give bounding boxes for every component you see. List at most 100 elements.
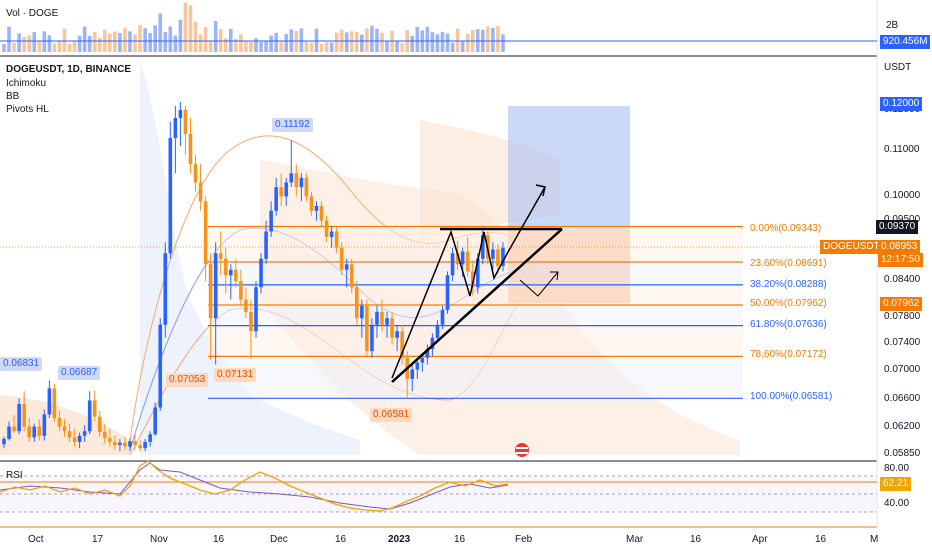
ichimoku-cloud — [140, 60, 360, 455]
indicator-bb[interactable]: BB — [6, 91, 20, 102]
volume-bar — [223, 38, 228, 52]
candle-body — [103, 431, 107, 439]
volume-bar — [7, 26, 11, 52]
candle-body — [410, 369, 415, 379]
rsi-title[interactable]: RSI — [6, 470, 23, 481]
volume-bar — [435, 34, 440, 52]
volume-bar — [92, 31, 97, 52]
last-price-tag: 0.08953 — [878, 240, 921, 254]
candle-body — [304, 177, 309, 197]
candle-body — [491, 249, 495, 259]
volume-bar — [430, 32, 435, 52]
candle-body — [355, 287, 359, 319]
volume-bar — [72, 40, 77, 52]
candle-body — [173, 118, 178, 138]
candle-body — [501, 247, 505, 266]
volume-bar — [163, 32, 168, 52]
candle-body — [52, 388, 57, 418]
volume-bar — [329, 42, 334, 52]
volume-bar — [138, 25, 142, 52]
time-axis-label: Mar — [626, 534, 644, 545]
candle-body — [279, 187, 283, 197]
candle-body — [82, 431, 87, 436]
economic-event-icon-stripe — [516, 452, 528, 454]
volume-bar — [415, 26, 420, 52]
candle-body — [188, 134, 193, 165]
volume-bar — [82, 26, 87, 52]
candle-body — [12, 426, 16, 432]
volume-bar — [148, 33, 152, 52]
candle-body — [450, 253, 455, 276]
pivot-label: 0.07131 — [214, 368, 257, 382]
economic-event-icon — [515, 443, 529, 457]
time-axis-label: 17 — [92, 534, 104, 545]
candle-body — [77, 435, 82, 442]
price-axis-label: 0.07000 — [884, 364, 921, 375]
volume-bar — [365, 28, 369, 52]
pivot-label: 0.07053 — [166, 373, 209, 387]
volume-bar — [385, 41, 389, 52]
volume-bar — [269, 35, 273, 52]
candle-body — [274, 187, 278, 211]
volume-bar — [203, 27, 208, 52]
indicator-ichimoku[interactable]: Ichimoku — [6, 78, 47, 89]
candle-body — [415, 362, 420, 370]
volume-bar — [27, 35, 31, 52]
candle-body — [289, 173, 294, 183]
candle-body — [294, 173, 299, 188]
time-axis-label: Feb — [515, 534, 533, 545]
time-axis-label: Dec — [270, 534, 288, 545]
candle-body — [481, 235, 485, 259]
candle-body — [440, 310, 445, 325]
volume-bar — [234, 38, 238, 52]
candle-body — [47, 388, 52, 415]
symbol-title[interactable]: DOGEUSDT, 1D, BINANCE — [6, 64, 132, 75]
candle-body — [435, 324, 440, 338]
candle-body — [223, 258, 228, 276]
candle-body — [123, 442, 127, 447]
volume-bar — [188, 5, 193, 52]
candle-body — [349, 264, 354, 288]
price-axis-label: 0.07800 — [884, 311, 921, 322]
candle-body — [475, 258, 480, 288]
candle-body — [385, 318, 389, 325]
volume-bar — [87, 35, 92, 52]
candle-body — [244, 299, 248, 312]
volume-bar — [360, 34, 364, 52]
volume-bar — [425, 26, 430, 52]
candle-body — [17, 404, 21, 432]
volume-bar — [375, 28, 379, 52]
candle-body — [284, 182, 289, 197]
volume-bar — [254, 38, 258, 52]
candle-body — [113, 441, 117, 446]
volume-bar — [22, 36, 26, 52]
candle-body — [395, 331, 399, 338]
candle-body — [465, 251, 470, 272]
candle-body — [430, 337, 435, 350]
volume-bar — [299, 28, 304, 52]
volume-bar — [97, 37, 102, 52]
candle-body — [168, 138, 173, 254]
price-axis-label: 0.06200 — [884, 421, 921, 432]
candle-body — [314, 206, 319, 211]
volume-bar — [208, 41, 213, 52]
entry-price-tag: 0.09370 — [876, 220, 919, 234]
volume-bar — [491, 27, 495, 52]
candle-body — [334, 231, 339, 248]
fib-label: 23.60%(0.08691) — [750, 258, 827, 269]
volume-bar — [133, 34, 137, 52]
fib-zone — [208, 356, 743, 399]
volume-bar — [349, 31, 354, 52]
candle-body — [158, 324, 163, 408]
volume-bar — [128, 31, 132, 52]
symbol-tag: DOGEUSDT — [820, 240, 883, 254]
candle-body — [239, 281, 243, 300]
candle-body — [203, 201, 208, 265]
pivot-label: 0.06581 — [370, 408, 413, 422]
volume-bar — [450, 42, 455, 52]
volume-bar — [108, 33, 112, 52]
candle-body — [118, 442, 122, 446]
bullish-arrow — [507, 186, 546, 253]
volume-bar — [77, 35, 82, 52]
indicator-pivots[interactable]: Pivots HL — [6, 104, 49, 115]
